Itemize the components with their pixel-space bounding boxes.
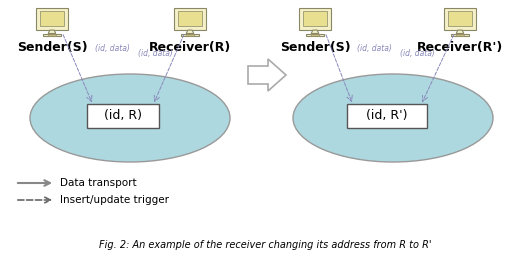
FancyBboxPatch shape (347, 104, 427, 128)
Text: Sender(S): Sender(S) (16, 41, 87, 54)
FancyBboxPatch shape (303, 11, 327, 26)
Text: Sender(S): Sender(S) (280, 41, 350, 54)
FancyBboxPatch shape (299, 8, 331, 30)
Text: Receiver(R'): Receiver(R') (417, 41, 503, 54)
FancyBboxPatch shape (444, 8, 476, 30)
FancyBboxPatch shape (186, 34, 195, 36)
Polygon shape (186, 30, 194, 34)
FancyBboxPatch shape (174, 8, 206, 30)
Ellipse shape (293, 74, 493, 162)
FancyBboxPatch shape (87, 104, 159, 128)
FancyBboxPatch shape (450, 34, 470, 36)
Polygon shape (248, 59, 286, 91)
FancyBboxPatch shape (181, 34, 199, 36)
FancyBboxPatch shape (178, 11, 202, 26)
FancyBboxPatch shape (40, 11, 64, 26)
Text: Data transport: Data transport (60, 178, 137, 188)
Text: (id, data): (id, data) (95, 44, 130, 53)
FancyBboxPatch shape (311, 34, 319, 36)
Text: (id, data): (id, data) (400, 49, 435, 58)
Text: (id, data): (id, data) (138, 49, 173, 58)
Text: Fig. 2: An example of the receiver changing its address from R to R': Fig. 2: An example of the receiver chang… (99, 240, 431, 250)
FancyBboxPatch shape (42, 34, 61, 36)
FancyBboxPatch shape (306, 34, 324, 36)
Text: Insert/update trigger: Insert/update trigger (60, 195, 169, 205)
Text: Receiver(R): Receiver(R) (149, 41, 231, 54)
Ellipse shape (30, 74, 230, 162)
FancyBboxPatch shape (448, 11, 472, 26)
FancyBboxPatch shape (456, 34, 464, 36)
Text: (id, R'): (id, R') (366, 109, 408, 123)
Text: (id, R): (id, R) (104, 109, 142, 123)
FancyBboxPatch shape (36, 8, 68, 30)
Polygon shape (311, 30, 319, 34)
FancyBboxPatch shape (48, 34, 56, 36)
Text: (id, data): (id, data) (357, 44, 392, 53)
Polygon shape (48, 30, 56, 34)
Polygon shape (456, 30, 464, 34)
